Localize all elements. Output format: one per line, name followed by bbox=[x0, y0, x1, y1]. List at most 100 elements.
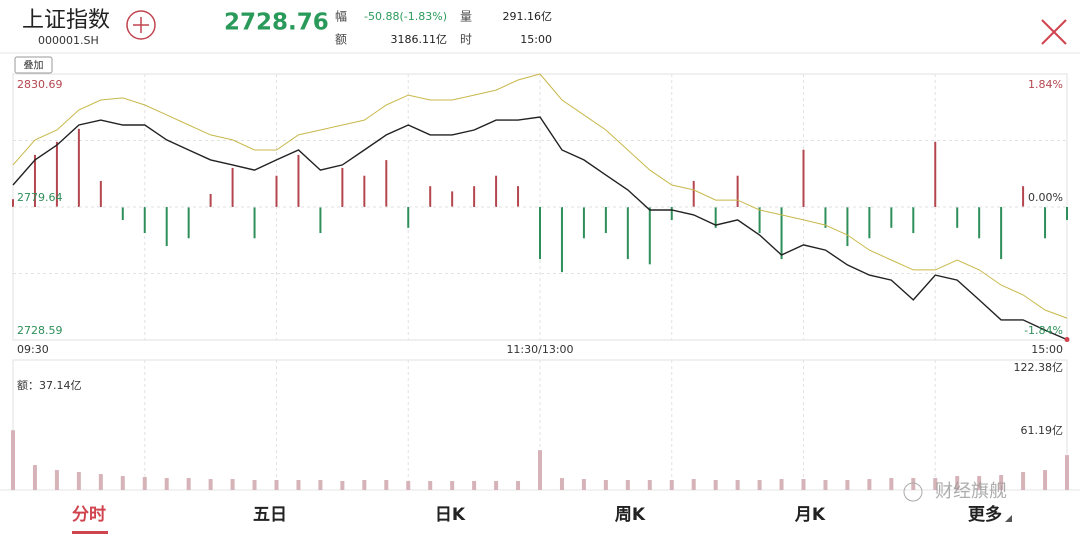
add-circle[interactable] bbox=[126, 10, 156, 40]
indicator-bar bbox=[77, 128, 80, 207]
volume-bar bbox=[54, 470, 59, 490]
indicator-bar bbox=[868, 207, 871, 239]
volume-bar bbox=[406, 481, 411, 490]
volume-bar bbox=[691, 479, 696, 490]
close-icon[interactable] bbox=[1041, 19, 1067, 45]
indicator-bar bbox=[1044, 207, 1047, 239]
x-tick-label: 11:30/13:00 bbox=[506, 343, 573, 356]
tab[interactable]: 日K bbox=[435, 505, 466, 525]
indicator-bar bbox=[912, 207, 915, 234]
volume-bar bbox=[1043, 470, 1048, 490]
volume-bar bbox=[625, 480, 630, 490]
add-button[interactable] bbox=[126, 10, 156, 40]
volume-bar bbox=[186, 478, 191, 490]
tab[interactable]: 五日 bbox=[253, 505, 287, 525]
tab-bar bbox=[0, 491, 1080, 540]
volume-bar bbox=[581, 479, 586, 490]
volume-bar bbox=[867, 479, 872, 490]
label: 额 bbox=[335, 33, 347, 47]
indicator-bar bbox=[956, 207, 959, 228]
watermark-icon bbox=[903, 482, 923, 502]
indicator-bar bbox=[670, 207, 673, 221]
x-tick-label: 15:00 bbox=[1031, 343, 1063, 356]
volume-bar bbox=[516, 481, 521, 490]
indicator-bar bbox=[341, 167, 344, 207]
volume-bar bbox=[889, 478, 894, 490]
indicator-bar bbox=[604, 207, 607, 234]
volume-bar bbox=[538, 450, 542, 490]
volume-bar bbox=[933, 478, 938, 490]
indicator-bar bbox=[582, 207, 585, 239]
indicator-bar bbox=[319, 207, 322, 234]
volume-bar bbox=[32, 465, 37, 490]
volume-bar bbox=[252, 480, 257, 490]
y-tick-label: 61.19亿 bbox=[1021, 424, 1064, 437]
annotation: 额：37.14亿 bbox=[17, 379, 82, 392]
volume-bar bbox=[76, 472, 81, 490]
volume-bar bbox=[801, 479, 806, 490]
indicator-bar bbox=[824, 207, 827, 228]
volume-bar bbox=[779, 479, 784, 490]
volume-bar bbox=[450, 481, 455, 490]
volume-bar bbox=[230, 479, 235, 490]
indicator-bar bbox=[1000, 207, 1003, 260]
volume-bar bbox=[208, 479, 213, 490]
price: 2728.76 bbox=[224, 10, 329, 36]
indicator-bar bbox=[143, 207, 146, 234]
index-code: 000001.SH bbox=[38, 34, 99, 47]
indicator-bar bbox=[780, 207, 783, 260]
volume-bar bbox=[823, 480, 828, 490]
indicator-bar bbox=[978, 207, 981, 239]
y-tick-label: 2728.59 bbox=[17, 324, 63, 337]
volume-bar bbox=[318, 480, 323, 490]
volume-bar bbox=[472, 481, 477, 490]
tab[interactable]: 分时 bbox=[72, 505, 106, 525]
indicator-bar bbox=[1022, 186, 1025, 207]
indicator-bar bbox=[802, 149, 805, 207]
indicator-bar bbox=[692, 180, 695, 207]
change: -50.88(-1.83%) bbox=[364, 10, 447, 23]
indicator-bar bbox=[385, 160, 388, 207]
y2-tick-label: 0.00% bbox=[1028, 191, 1063, 204]
volume-bar bbox=[98, 474, 103, 490]
indicator-bar bbox=[758, 207, 761, 234]
volume-bar bbox=[164, 478, 169, 490]
volume-bar bbox=[955, 476, 960, 490]
indicator-bar bbox=[363, 175, 366, 207]
watermark: 财经旗舰 bbox=[935, 481, 1007, 502]
overlay-button[interactable] bbox=[14, 56, 53, 74]
volume-bar bbox=[757, 480, 762, 490]
tab[interactable]: 周K bbox=[615, 505, 646, 525]
volume-bar bbox=[713, 480, 718, 490]
indicator-bar bbox=[99, 180, 102, 207]
volume-bar bbox=[296, 480, 301, 490]
indicator-bar bbox=[626, 207, 629, 260]
tab[interactable]: 更多 bbox=[968, 504, 1002, 525]
tab[interactable]: 月K bbox=[794, 505, 826, 525]
indicator-bar bbox=[714, 207, 717, 228]
indicator-bar bbox=[934, 141, 937, 207]
indicator-bar bbox=[297, 154, 300, 207]
volume-bar bbox=[735, 480, 740, 490]
label: 时 bbox=[460, 33, 472, 47]
close-button[interactable] bbox=[1041, 19, 1067, 45]
indicator-bar bbox=[429, 186, 432, 207]
price-line bbox=[12, 73, 1068, 319]
indicator-bar bbox=[187, 207, 190, 239]
volume-bar bbox=[999, 475, 1004, 490]
volume-bar bbox=[362, 480, 367, 490]
indicator-bar bbox=[560, 207, 563, 273]
index-name: 上证指数 bbox=[22, 8, 110, 33]
volume-bar bbox=[669, 480, 674, 490]
y2-tick-label: -1.84% bbox=[1024, 324, 1063, 337]
x-tick-label: 09:30 bbox=[17, 343, 49, 356]
volume-bar bbox=[1065, 455, 1069, 490]
overlay-label[interactable]: 叠加 bbox=[24, 60, 44, 72]
indicator-bar bbox=[451, 191, 454, 207]
y2-tick-label: 1.84% bbox=[1028, 78, 1063, 91]
price-line bbox=[12, 116, 1068, 341]
volume: 291.16亿 bbox=[503, 10, 553, 23]
y-tick-label: 122.38亿 bbox=[1014, 361, 1064, 374]
indicator-bar bbox=[517, 186, 520, 207]
